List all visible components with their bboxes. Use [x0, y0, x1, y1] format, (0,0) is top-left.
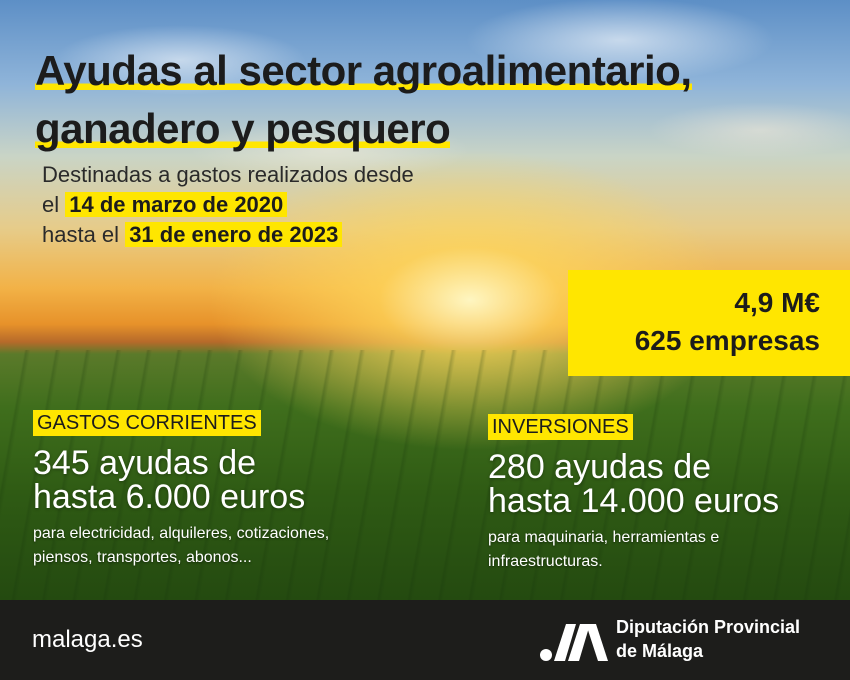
gastos-corrientes-detail: para electricidad, alquileres, cotizacio… [33, 522, 453, 570]
inversiones-detail: para maquinaria, herramientas e infraest… [488, 526, 838, 574]
date-range-subtitle: Destinadas a gastos realizados desde el … [42, 160, 562, 250]
inversiones-line-2: hasta 14.000 euros [488, 482, 780, 520]
crop-rows [0, 350, 850, 600]
subtitle-line-2: el 14 de marzo de 2020 [42, 190, 562, 220]
inversiones-count: 280 ayudas de hasta 14.000 euros [488, 450, 838, 518]
totals-box: 4,9 M€ 625 empresas [568, 270, 850, 376]
inversiones-detail-2: infraestructuras. [488, 553, 603, 570]
diputacion-logo-icon [540, 624, 608, 661]
gastos-corrientes-line-1: 345 ayudas de [33, 444, 257, 482]
total-amount: 4,9 M€ [734, 287, 820, 318]
subtitle-line-1: Destinadas a gastos realizados desde [42, 162, 414, 187]
inversiones-section: INVERSIONES 280 ayudas de hasta 14.000 e… [488, 414, 838, 574]
page-title: Ayudas al sector agroalimentario, ganade… [35, 42, 825, 158]
gastos-corrientes-count: 345 ayudas de hasta 6.000 euros [33, 446, 453, 514]
gastos-corrientes-tag: GASTOS CORRIENTES [33, 410, 261, 436]
gastos-corrientes-detail-1: para electricidad, alquileres, cotizacio… [33, 525, 330, 542]
gastos-corrientes-line-2: hasta 6.000 euros [33, 478, 306, 516]
total-companies: 625 empresas [634, 325, 820, 356]
inversiones-line-1: 280 ayudas de [488, 448, 712, 486]
inversiones-detail-1: para maquinaria, herramientas e [488, 529, 720, 546]
subtitle-prefix-el: el [42, 192, 60, 217]
website-link[interactable]: malaga.es [32, 626, 143, 653]
gastos-corrientes-section: GASTOS CORRIENTES 345 ayudas de hasta 6.… [33, 410, 453, 570]
organization-name: Diputación Provincial de Málaga [616, 615, 800, 663]
subtitle-prefix-hasta: hasta el [42, 222, 120, 247]
title-line-2: ganadero y pesquero [35, 105, 451, 152]
org-line-2: de Málaga [616, 641, 704, 661]
start-date-highlight: 14 de marzo de 2020 [65, 192, 288, 217]
org-line-1: Diputación Provincial [616, 617, 801, 637]
gastos-corrientes-detail-2: piensos, transportes, abonos... [33, 549, 252, 566]
title-line-1: Ayudas al sector agroalimentario, [35, 47, 692, 94]
end-date-highlight: 31 de enero de 2023 [125, 222, 343, 247]
footer-bar: malaga.es Diputación Provincial de Málag… [0, 600, 850, 680]
inversiones-tag: INVERSIONES [488, 414, 633, 440]
subtitle-line-3: hasta el 31 de enero de 2023 [42, 220, 562, 250]
